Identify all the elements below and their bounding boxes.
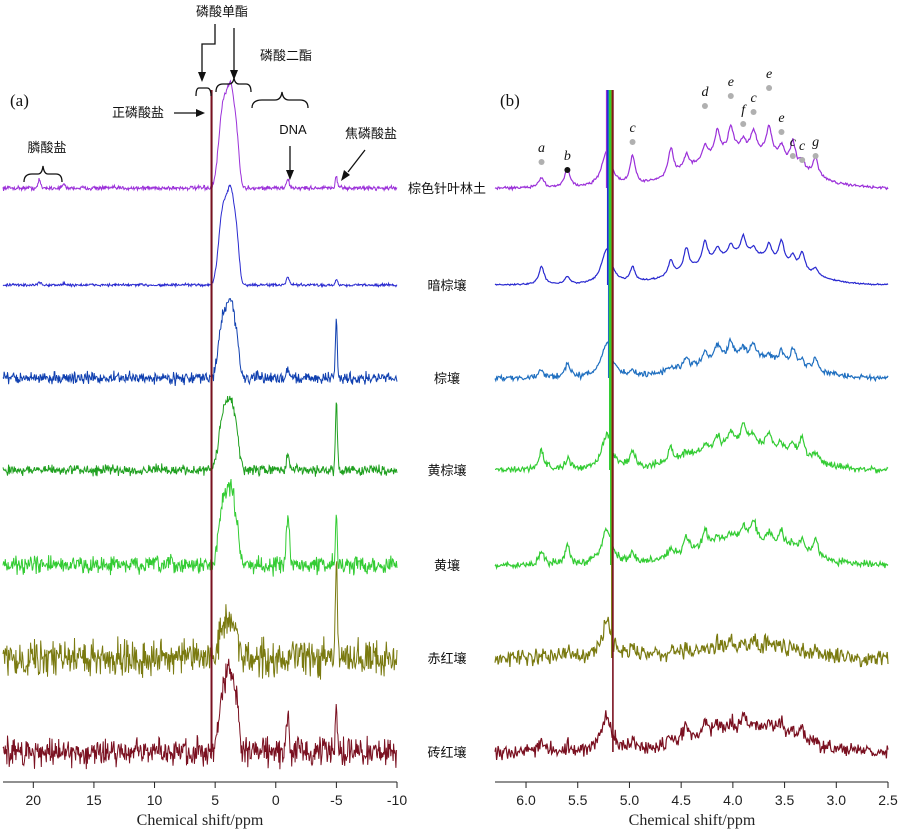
peak-letter: a bbox=[538, 141, 545, 156]
peak-marker-dot bbox=[766, 85, 773, 91]
anno-monoester-brace bbox=[215, 77, 252, 93]
anno-monoester-arrow-right bbox=[230, 70, 238, 80]
peak-marker-dot bbox=[750, 109, 757, 115]
peak-marker-dot bbox=[778, 129, 785, 135]
panel-a: (a) 20 15 10 5 0 -5 -10 Chemical shift/ppm 磷酸单… bbox=[2, 5, 407, 829]
panel-b-trace bbox=[494, 422, 889, 474]
panel-b-traces bbox=[494, 90, 889, 761]
anno-monoester: 磷酸单酯 bbox=[196, 5, 248, 20]
panel-a-tick-label: 20 bbox=[26, 792, 42, 808]
panel-b-trace bbox=[494, 232, 889, 287]
panel-b-tick-label: 4.0 bbox=[723, 792, 743, 808]
panel-a-trace bbox=[2, 79, 398, 193]
anno-orthophosphate: 正磷酸盐 bbox=[112, 106, 164, 121]
panel-b-trace bbox=[494, 517, 889, 571]
peak-marker-dot bbox=[538, 159, 545, 165]
panel-a-tick-label: 15 bbox=[86, 792, 102, 808]
peak-marker-dot bbox=[564, 167, 571, 173]
panel-b-trace bbox=[494, 123, 889, 192]
panel-b-x-ticks: 6.0 5.5 5.0 4.5 4.0 3.5 3.0 2.5 bbox=[516, 782, 898, 808]
sample-label: 砖红壤 bbox=[427, 745, 466, 761]
peak-letter: e bbox=[766, 67, 772, 82]
panel-b-trace bbox=[494, 710, 889, 761]
peak-letter: e bbox=[778, 111, 784, 126]
anno-dna-arrow-head bbox=[286, 170, 294, 180]
panel-a-trace bbox=[2, 297, 398, 386]
sample-label: 棕壤 bbox=[434, 371, 460, 387]
anno-phosphonate: 膦酸盐 bbox=[27, 141, 66, 156]
panel-a-trace bbox=[2, 184, 398, 289]
peak-marker-dot bbox=[812, 153, 819, 159]
anno-pyro-arrow-line bbox=[347, 149, 366, 173]
anno-ortho-arrow-head bbox=[196, 109, 205, 117]
peak-letter: g bbox=[812, 135, 819, 150]
panel-b-tick-label: 5.0 bbox=[620, 792, 640, 808]
anno-monoester-arrow-left bbox=[198, 72, 206, 82]
panel-a-tick-label: 0 bbox=[272, 792, 280, 808]
panel-b-trace bbox=[494, 616, 889, 668]
panel-b-tick-label: 2.5 bbox=[878, 792, 898, 808]
peak-marker-dot bbox=[789, 153, 796, 159]
peak-marker-dot bbox=[799, 157, 806, 163]
peak-letter: c bbox=[799, 139, 806, 154]
panel-a-tick-label: 10 bbox=[147, 792, 163, 808]
panel-b-tick-label: 5.5 bbox=[568, 792, 588, 808]
peak-letter: c bbox=[790, 135, 797, 150]
anno-monoester-bracket bbox=[201, 24, 216, 72]
sample-label: 黄壤 bbox=[434, 558, 460, 574]
anno-ortho-brace bbox=[195, 87, 212, 97]
peak-letter: f bbox=[741, 103, 747, 118]
peak-marker-dot bbox=[629, 139, 636, 145]
anno-phosphonate-brace bbox=[23, 165, 63, 183]
anno-pyro-arrow-head bbox=[341, 170, 350, 181]
panel-a-trace bbox=[2, 478, 398, 577]
peak-letter: e bbox=[728, 75, 734, 90]
panel-a-tick-label: -10 bbox=[387, 792, 407, 808]
peak-marker-dot bbox=[740, 121, 747, 127]
panel-b-trace bbox=[494, 336, 889, 383]
anno-diester-brace bbox=[251, 91, 309, 109]
sample-label: 赤红壤 bbox=[427, 651, 466, 667]
panel-a-trace bbox=[2, 561, 398, 680]
sample-label: 暗棕壤 bbox=[427, 278, 466, 294]
panel-b-tick-label: 6.0 bbox=[516, 792, 536, 808]
peak-letter: b bbox=[564, 149, 571, 164]
anno-diester: 磷酸二酯 bbox=[260, 49, 312, 64]
sample-label: 棕色针叶林土 bbox=[408, 181, 486, 197]
panel-a-trace bbox=[2, 395, 398, 478]
panel-a-tick-label: -5 bbox=[330, 792, 343, 808]
panel-b-label: (b) bbox=[500, 91, 520, 110]
panel-b-tick-label: 3.5 bbox=[775, 792, 795, 808]
panel-b-x-axis-title: Chemical shift/ppm bbox=[629, 812, 756, 829]
panel-a-trace bbox=[2, 658, 398, 770]
panel-a-x-axis-title: Chemical shift/ppm bbox=[137, 812, 264, 829]
panel-a-traces bbox=[2, 79, 398, 770]
anno-pyrophosphate: 焦磷酸盐 bbox=[345, 127, 397, 142]
panel-b-tick-label: 3.0 bbox=[827, 792, 847, 808]
panel-a-x-ticks: 20 15 10 5 0 -5 -10 bbox=[26, 782, 407, 808]
peak-marker-dot bbox=[727, 93, 734, 99]
anno-dna: DNA bbox=[279, 122, 307, 137]
sample-label: 黄棕壤 bbox=[427, 463, 466, 479]
panel-a-label: (a) bbox=[10, 91, 29, 110]
peak-marker-dot bbox=[701, 103, 708, 109]
panel-a-tick-label: 5 bbox=[211, 792, 219, 808]
peak-letter: d bbox=[701, 85, 709, 100]
peak-letter: c bbox=[750, 91, 757, 106]
panel-b-tick-label: 4.5 bbox=[671, 792, 691, 808]
peak-letter: c bbox=[629, 121, 636, 136]
